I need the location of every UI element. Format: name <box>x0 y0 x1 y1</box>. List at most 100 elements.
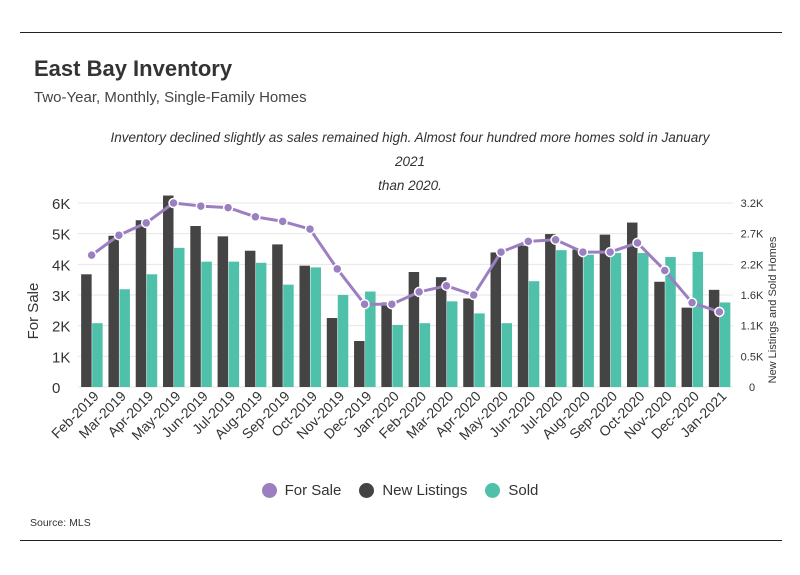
point-for-sale <box>222 202 234 213</box>
y-tick-label: 3K <box>52 288 70 305</box>
chart-legend: For Sale New Listings Sold <box>0 482 800 499</box>
bar-new-listings <box>272 244 283 387</box>
legend-swatch-for-sale <box>261 483 277 498</box>
bar-sold <box>337 295 349 387</box>
bar-sold <box>310 267 321 387</box>
chart-subtitle: Two-Year, Monthly, Single-Family Homes <box>34 89 307 106</box>
point-for-sale <box>550 234 561 246</box>
bar-new-listings <box>354 341 365 387</box>
bar-new-listings <box>408 272 420 387</box>
top-rule <box>20 32 782 33</box>
point-for-sale <box>523 236 534 247</box>
legend-item-sold: Sold <box>485 482 538 499</box>
point-for-sale <box>714 306 725 318</box>
bar-new-listings <box>326 318 338 387</box>
bar-new-listings <box>517 245 529 387</box>
point-for-sale <box>386 298 398 310</box>
point-for-sale <box>140 217 152 229</box>
bar-sold <box>528 281 540 387</box>
bar-sold <box>174 247 185 387</box>
bar-sold <box>583 254 594 387</box>
point-for-sale <box>495 246 507 258</box>
bar-sold <box>610 253 622 387</box>
legend-label-for-sale: For Sale <box>284 482 342 499</box>
legend-item-new-listings: New Listings <box>359 482 467 499</box>
point-for-sale <box>659 265 671 276</box>
y-tick-label: 6K <box>52 196 70 213</box>
source-note: Source: MLS <box>30 517 91 529</box>
y2-tick-label: 0 <box>749 382 755 394</box>
bar-sold <box>92 323 103 387</box>
bar-sold <box>719 302 731 387</box>
bar-sold <box>556 250 567 387</box>
point-for-sale <box>168 197 179 209</box>
y-axis-title: For Sale <box>25 283 42 340</box>
point-for-sale <box>113 229 125 241</box>
bar-new-listings <box>381 302 392 387</box>
bar-sold <box>474 313 485 387</box>
bar-sold <box>146 274 158 387</box>
bar-new-listings <box>654 281 665 387</box>
bar-sold <box>392 324 403 387</box>
legend-swatch-new-listings <box>359 483 375 498</box>
point-for-sale <box>441 280 452 292</box>
inventory-chart: 0 1K 2K 3K 4K 5K 6K 0 0.5K 1.1K 1.6K 2.2K 2.7K 3.2K Fo… <box>25 195 779 443</box>
point-for-sale <box>686 297 698 308</box>
bar-sold <box>255 262 267 387</box>
y-tick-label: 5K <box>52 227 70 244</box>
bar-new-listings <box>463 298 474 387</box>
bar-sold <box>283 284 294 387</box>
legend-label-new-listings: New Listings <box>382 482 468 499</box>
bar-sold <box>119 289 130 387</box>
y2-tick-label: 2.2K <box>741 259 764 271</box>
y-tick-label: 1K <box>52 349 70 366</box>
line-for-sale <box>90 201 720 314</box>
point-for-sale <box>604 246 616 258</box>
bar-sold <box>501 323 513 387</box>
bar-new-listings <box>190 226 201 387</box>
bar-sold <box>692 251 704 387</box>
point-for-sale <box>332 263 343 275</box>
bar-sold <box>365 291 376 387</box>
point-for-sale <box>86 249 97 261</box>
bottom-rule <box>20 540 782 541</box>
point-for-sale <box>577 246 589 258</box>
bar-new-listings <box>244 250 256 387</box>
y2-tick-label: 2.7K <box>741 229 764 241</box>
bar-sold <box>665 257 676 387</box>
point-for-sale <box>304 223 316 235</box>
annotation-line-1: Inventory declined slightly as sales rem… <box>110 130 710 169</box>
bar-new-listings <box>299 265 310 387</box>
y2-tick-label: 3.2K <box>741 198 764 210</box>
point-for-sale <box>250 211 261 223</box>
chart-annotation: Inventory declined slightly as sales rem… <box>100 126 720 198</box>
y2-axis-title: New Listings and Sold Homes <box>767 236 779 383</box>
y-tick-label: 0 <box>52 380 60 397</box>
legend-label-sold: Sold <box>508 482 539 499</box>
bar-new-listings <box>490 252 502 387</box>
y-tick-label: 2K <box>52 319 70 336</box>
bar-new-listings <box>163 195 174 387</box>
bar-new-listings <box>599 234 611 387</box>
bar-new-listings <box>572 249 583 387</box>
bar-new-listings <box>217 236 229 387</box>
point-for-sale <box>277 216 288 227</box>
y2-tick-label: 0.5K <box>741 351 764 363</box>
bar-sold <box>637 253 649 387</box>
bar-new-listings <box>81 274 92 387</box>
bar-sold <box>201 261 212 387</box>
y2-tick-label: 1.1K <box>741 321 764 333</box>
chart-title: East Bay Inventory <box>34 56 233 81</box>
bar-sold <box>228 261 240 387</box>
y2-tick-label: 1.6K <box>741 290 764 302</box>
point-for-sale <box>413 286 425 298</box>
bar-new-listings <box>626 222 638 387</box>
bar-new-listings <box>135 220 147 387</box>
legend-swatch-sold <box>485 483 501 498</box>
point-for-sale <box>359 298 370 310</box>
bar-new-listings <box>108 235 119 387</box>
bar-new-listings <box>435 277 447 387</box>
legend-item-for-sale: For Sale <box>261 482 342 499</box>
bar-sold <box>446 301 458 387</box>
bar-new-listings <box>708 289 720 387</box>
